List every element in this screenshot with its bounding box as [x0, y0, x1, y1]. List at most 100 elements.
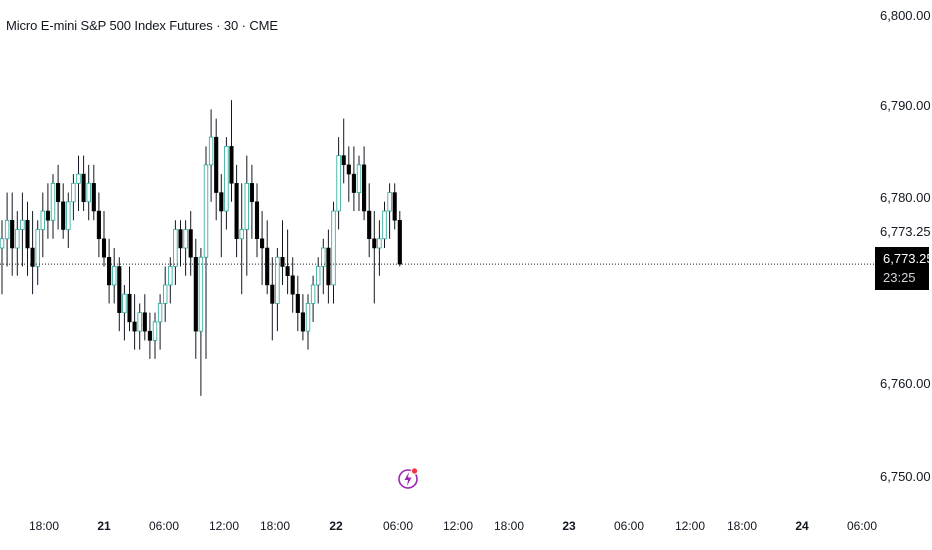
candle-down[interactable]	[265, 247, 270, 286]
candle-down[interactable]	[397, 220, 402, 265]
candle-up[interactable]	[208, 136, 214, 166]
price-tick-label: 6,750.00	[880, 469, 931, 484]
candle-up[interactable]	[244, 182, 249, 230]
candle-up[interactable]	[40, 210, 45, 230]
candle-down[interactable]	[127, 293, 132, 323]
candle-up[interactable]	[50, 182, 56, 221]
time-tick-label: 18:00	[493, 519, 525, 533]
candle-up[interactable]	[239, 229, 244, 240]
candle-up[interactable]	[122, 293, 127, 314]
candle-up[interactable]	[331, 210, 336, 286]
candle-up[interactable]	[162, 284, 168, 304]
candle-up[interactable]	[76, 173, 81, 184]
candle-down[interactable]	[295, 293, 300, 313]
time-tick-label: 06:00	[846, 519, 878, 533]
candle-down[interactable]	[147, 330, 152, 341]
candle-down[interactable]	[193, 256, 198, 332]
lightning-bolt-icon[interactable]	[397, 465, 419, 491]
last-price-tag: 6,773.25 23:25	[875, 247, 932, 290]
candle-down[interactable]	[392, 192, 397, 221]
candle-down[interactable]	[270, 284, 275, 304]
candle-down[interactable]	[219, 192, 224, 212]
candle-up[interactable]	[387, 192, 392, 212]
price-tick-label: 6,800.00	[880, 8, 931, 23]
candle-up[interactable]	[377, 238, 382, 249]
candle-down[interactable]	[285, 266, 290, 276]
candle-up[interactable]	[356, 164, 362, 193]
candle-up[interactable]	[315, 266, 321, 286]
candle-down[interactable]	[234, 183, 239, 240]
candle-down[interactable]	[280, 256, 285, 267]
candle-down[interactable]	[91, 183, 96, 212]
candle-down[interactable]	[229, 146, 234, 184]
time-tick-label: 18:00	[28, 519, 60, 533]
candle-down[interactable]	[10, 220, 15, 249]
candle-up[interactable]	[0, 238, 5, 249]
candle-up[interactable]	[86, 182, 91, 203]
candle-down[interactable]	[96, 210, 101, 240]
time-tick-label: 12:00	[208, 519, 240, 533]
candle-down[interactable]	[249, 183, 254, 203]
candle-up[interactable]	[321, 247, 326, 267]
candle-down[interactable]	[45, 210, 50, 221]
candle-up[interactable]	[137, 312, 142, 332]
candle-down[interactable]	[142, 312, 147, 332]
candle-up[interactable]	[382, 210, 387, 240]
price-tick-label: 6,790.00	[880, 98, 931, 113]
candle-up[interactable]	[224, 145, 229, 212]
candle-down[interactable]	[362, 164, 367, 212]
candle-down[interactable]	[300, 312, 305, 332]
candle-down[interactable]	[214, 136, 219, 193]
time-tick-label: 06:00	[382, 519, 414, 533]
candle-down[interactable]	[56, 183, 61, 203]
candle-down[interactable]	[254, 201, 260, 240]
candle-up[interactable]	[183, 229, 188, 249]
candle-down[interactable]	[290, 275, 295, 295]
candle-up[interactable]	[152, 321, 158, 341]
candle-up[interactable]	[112, 266, 117, 286]
candle-down[interactable]	[178, 229, 183, 249]
price-tick-label: 6,780.00	[880, 190, 931, 205]
candle-up[interactable]	[4, 219, 10, 240]
time-tick-label: 18:00	[726, 519, 758, 533]
candle-up[interactable]	[71, 182, 76, 203]
candle-up[interactable]	[198, 256, 204, 332]
candle-up[interactable]	[275, 256, 280, 304]
candle-up[interactable]	[305, 303, 311, 332]
candle-down[interactable]	[117, 266, 122, 313]
candle-up[interactable]	[20, 219, 25, 230]
candle-up[interactable]	[157, 303, 163, 323]
candle-down[interactable]	[326, 247, 331, 286]
price-tick-label: 6,773.25	[880, 224, 931, 239]
time-tick-label: 12:00	[674, 519, 706, 533]
candle-down[interactable]	[341, 155, 346, 166]
time-tick-label: 06:00	[613, 519, 645, 533]
candle-down[interactable]	[260, 238, 265, 249]
candle-up[interactable]	[336, 155, 341, 212]
candle-down[interactable]	[188, 229, 193, 258]
candle-down[interactable]	[101, 238, 107, 258]
candle-up[interactable]	[66, 201, 71, 230]
candle-down[interactable]	[81, 173, 86, 203]
candle-down[interactable]	[367, 210, 372, 240]
candle-down[interactable]	[61, 201, 66, 230]
last-price-value: 6,773.25	[883, 251, 932, 266]
candle-up[interactable]	[35, 229, 40, 267]
time-tick-label: 24	[795, 519, 809, 533]
candle-up[interactable]	[15, 229, 20, 249]
candle-up[interactable]	[173, 229, 178, 267]
chart-title: Micro E-mini S&P 500 Index Futures · 30 …	[6, 18, 278, 33]
candle-up[interactable]	[203, 164, 209, 258]
candle-down[interactable]	[132, 321, 137, 332]
candle-down[interactable]	[351, 173, 356, 193]
candle-down[interactable]	[346, 164, 351, 175]
candle-down[interactable]	[107, 256, 112, 286]
candle-down[interactable]	[372, 238, 377, 249]
candle-up[interactable]	[310, 284, 316, 304]
time-tick-label: 12:00	[442, 519, 474, 533]
candle-up[interactable]	[168, 266, 173, 286]
candle-down[interactable]	[25, 220, 30, 249]
time-tick-label: 22	[329, 519, 343, 533]
candle-down[interactable]	[30, 247, 35, 267]
